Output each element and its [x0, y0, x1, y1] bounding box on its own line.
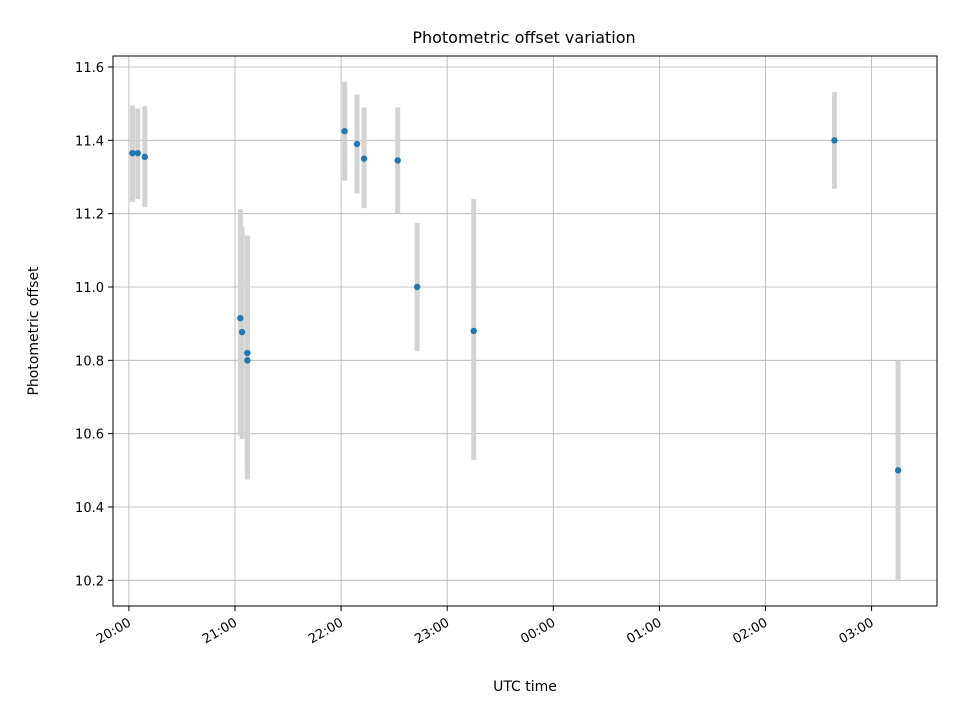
grid-lines	[113, 56, 937, 606]
x-tick-label: 02:00	[731, 615, 771, 647]
data-point	[129, 149, 136, 157]
y-axis-label: Photometric offset	[26, 266, 42, 396]
x-tick-label: 03:00	[837, 615, 877, 647]
data-point	[244, 349, 251, 357]
data-point	[353, 140, 361, 148]
x-tick-label: 22:00	[306, 615, 346, 647]
error-bars	[129, 81, 901, 581]
data-points	[129, 127, 902, 474]
y-tick-label: 11.0	[75, 281, 104, 296]
data-point	[413, 283, 421, 291]
y-tick-label: 10.8	[75, 354, 104, 369]
y-tick-label: 11.6	[75, 61, 104, 76]
data-point	[360, 155, 368, 162]
y-tick-label: 10.4	[75, 501, 104, 516]
data-point	[394, 157, 401, 164]
y-tick-label: 11.4	[75, 134, 104, 149]
data-point	[894, 467, 902, 474]
x-axis-label: UTC time	[493, 679, 557, 695]
x-tick-label: 23:00	[412, 615, 452, 647]
data-point	[341, 127, 348, 135]
data-point	[244, 357, 251, 364]
x-tick-label: 00:00	[518, 615, 558, 647]
data-point	[470, 327, 477, 335]
y-tick-label: 11.2	[75, 208, 104, 223]
x-axis-ticks: 20:00 21:00 22:00 23:00 00:00 01:00 02:00 03:00	[94, 606, 877, 647]
data-point	[141, 153, 149, 161]
x-tick-label: 20:00	[94, 615, 134, 647]
data-point	[831, 137, 838, 144]
y-axis-ticks: 10.2 10.4 10.6 10.8 11.0 11.2 11.4 11.6	[75, 61, 113, 589]
data-point	[238, 328, 246, 336]
data-point	[134, 149, 141, 157]
y-tick-label: 10.2	[75, 574, 104, 589]
plot-frame	[112, 55, 938, 607]
x-tick-label: 21:00	[200, 615, 240, 647]
chart-title: Photometric offset variation	[412, 28, 635, 47]
x-tick-label: 01:00	[624, 615, 664, 647]
y-tick-label: 10.6	[75, 428, 104, 443]
data-point	[237, 314, 244, 322]
